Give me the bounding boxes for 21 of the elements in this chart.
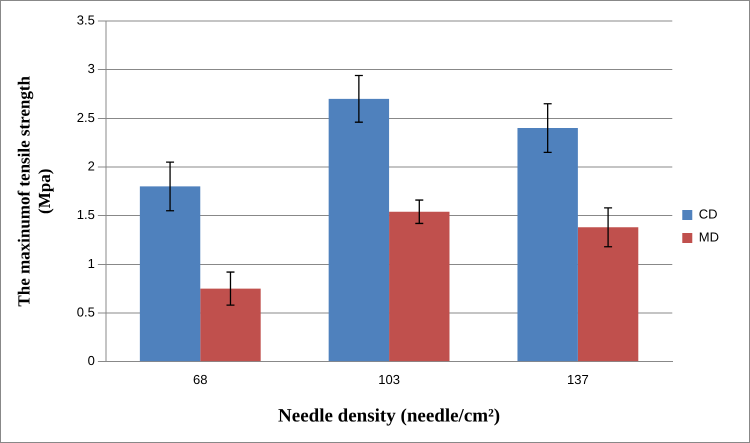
bar xyxy=(328,98,390,362)
bar xyxy=(578,227,638,362)
y-tick-label: 0.5 xyxy=(76,304,95,320)
y-tick-label: 2.5 xyxy=(76,110,95,125)
x-axis-title: Needle density (needle/cm²) xyxy=(278,406,500,427)
bar xyxy=(389,212,450,362)
x-tick-label: 137 xyxy=(567,372,589,387)
y-tick-label: 3 xyxy=(88,61,95,76)
legend-label: CD xyxy=(698,206,718,222)
y-tick-label: 1 xyxy=(88,256,95,271)
y-tick-label: 3.5 xyxy=(76,12,95,28)
bar xyxy=(200,288,261,362)
y-tick-label: 2 xyxy=(88,158,95,174)
x-tick-label: 103 xyxy=(378,372,400,387)
legend-label: MD xyxy=(698,230,719,245)
bar xyxy=(140,186,200,362)
y-tick-label: 1.5 xyxy=(76,207,95,222)
y-tick-label: 0 xyxy=(88,353,95,368)
bar xyxy=(517,128,578,362)
y-axis-title: The maxinumof tensile strength (Mpa) xyxy=(14,75,54,307)
x-tick-label: 68 xyxy=(193,372,208,387)
